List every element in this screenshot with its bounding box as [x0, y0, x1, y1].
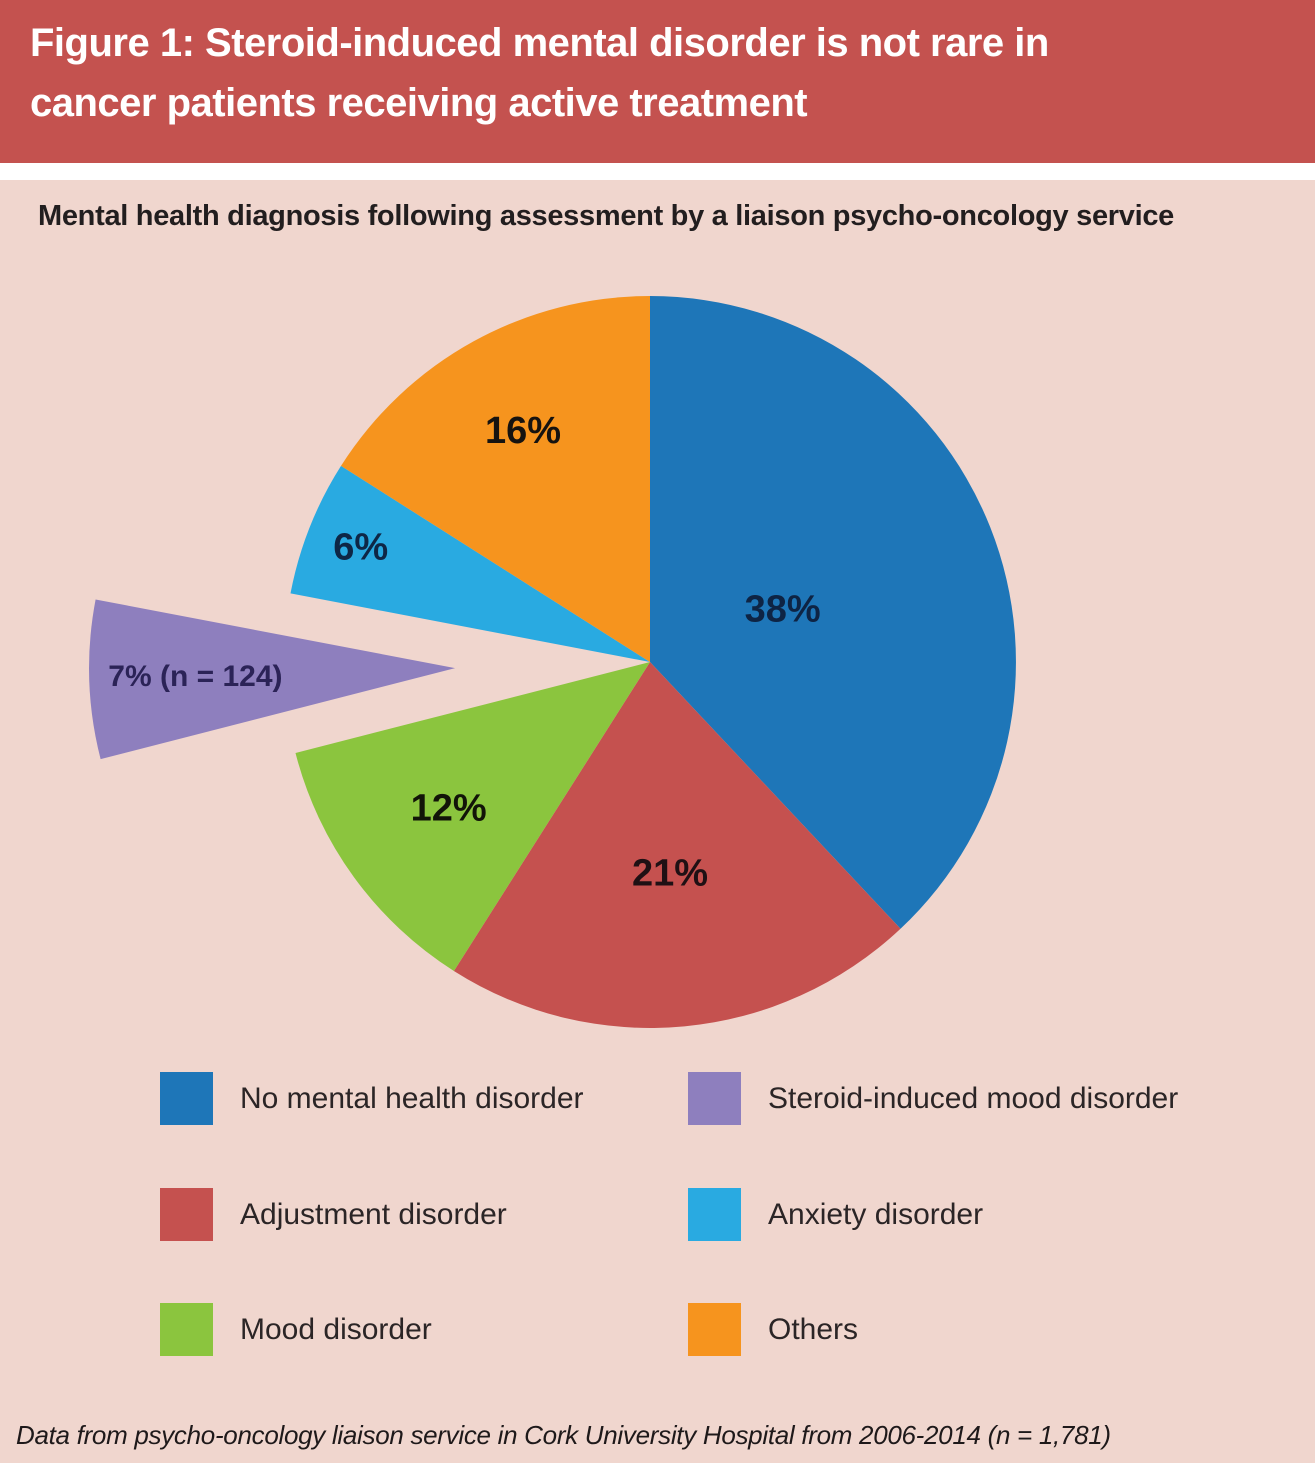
- pie-slice-adjustment-disorder: [453, 662, 901, 1028]
- legend-swatch-red: [160, 1188, 213, 1241]
- pie-value-label-anxiety-disorder: 6%: [333, 527, 388, 569]
- legend-label: Others: [768, 1312, 859, 1346]
- figure-title-banner: Figure 1: Steroid-induced mental disorde…: [0, 0, 1315, 163]
- legend-label: Steroid-induced mood disorder: [768, 1081, 1179, 1115]
- pie-value-label-steroid-induced-mood-disorder: 7% (n = 124): [108, 660, 282, 693]
- pie-value-label-others: 16%: [485, 410, 561, 452]
- pie-slice-mood-disorder: [295, 662, 650, 971]
- legend-swatch-blue: [160, 1072, 213, 1125]
- legend-item-adjustment-disorder: Adjustment disorder: [160, 1188, 507, 1241]
- pie-slice-anxiety-disorder: [290, 465, 650, 662]
- figure-title-line-1: Figure 1: Steroid-induced mental disorde…: [30, 21, 1049, 65]
- legend-label: Anxiety disorder: [768, 1197, 984, 1231]
- pie-value-label-mood-disorder: 12%: [411, 787, 487, 829]
- legend-label: No mental health disorder: [240, 1081, 584, 1115]
- legend-label: Adjustment disorder: [240, 1197, 507, 1231]
- pie-slice-others: [341, 296, 650, 662]
- legend-item-steroid-induced-mood-disorder: Steroid-induced mood disorder: [688, 1072, 1178, 1125]
- pie-value-label-adjustment-disorder: 21%: [632, 852, 708, 894]
- legend-swatch-lightblue: [688, 1188, 741, 1241]
- pie-slice-no-mental-health-disorder: [650, 296, 1016, 929]
- chart-subtitle: Mental health diagnosis following assess…: [38, 200, 1174, 232]
- legend-label: Mood disorder: [240, 1312, 432, 1346]
- legend-item-anxiety-disorder: Anxiety disorder: [688, 1188, 983, 1241]
- legend-item-mood-disorder: Mood disorder: [160, 1303, 432, 1356]
- legend-item-no-mental-health-disorder: No mental health disorder: [160, 1072, 584, 1125]
- pie-slice-steroid-induced-mood-disorder: [89, 599, 456, 760]
- legend-swatch-orange: [688, 1303, 741, 1356]
- legend-swatch-green: [160, 1303, 213, 1356]
- legend-swatch-purple: [688, 1072, 741, 1125]
- figure-title-line-2: cancer patients receiving active treatme…: [30, 81, 808, 125]
- pie-value-label-no-mental-health-disorder: 38%: [745, 589, 821, 631]
- data-source-note: Data from psycho-oncology liaison servic…: [16, 1420, 1111, 1450]
- figure-title: Figure 1: Steroid-induced mental disorde…: [30, 13, 1225, 133]
- legend-item-others: Others: [688, 1303, 858, 1356]
